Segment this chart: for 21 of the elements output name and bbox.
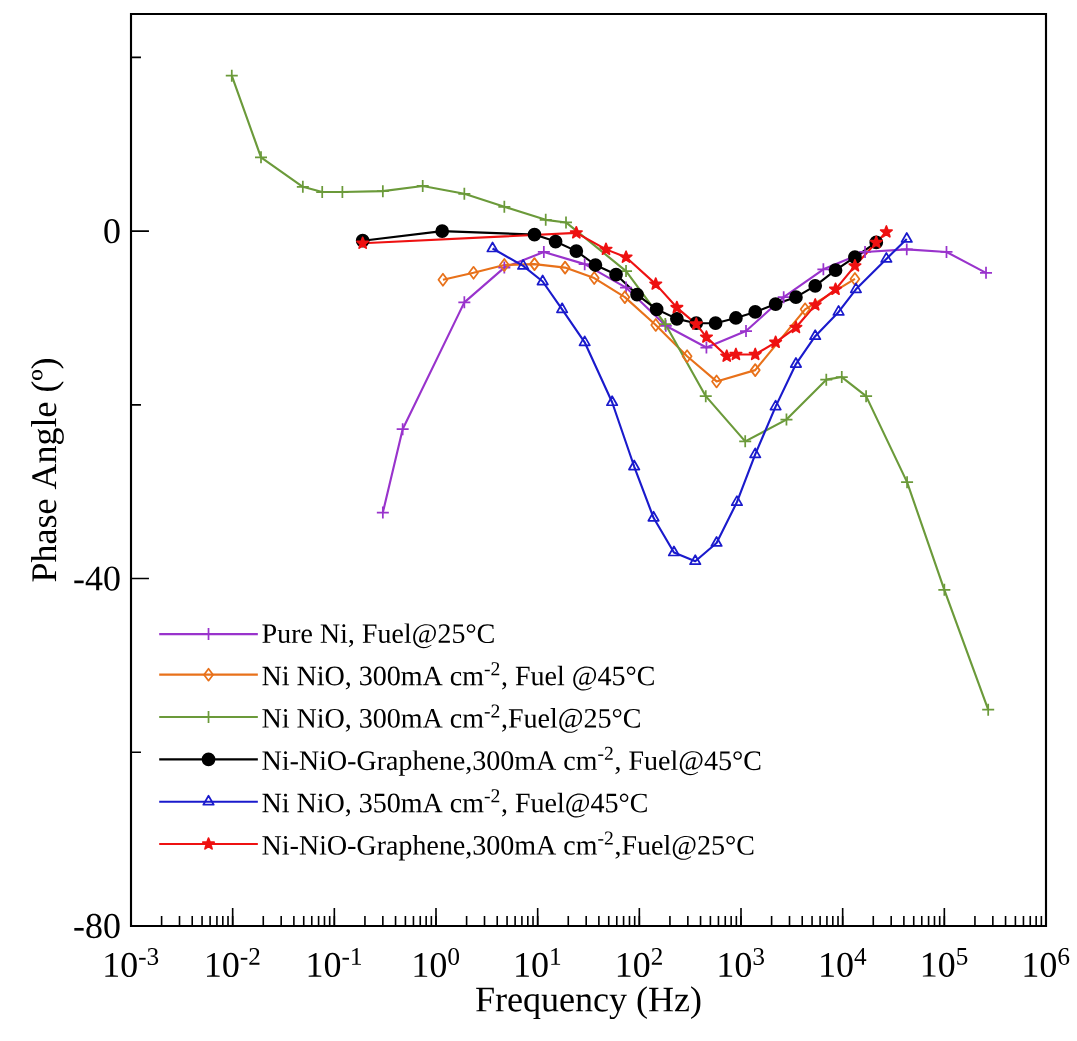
y-tick-label: -40 <box>74 566 120 591</box>
legend-label: Ni-NiO-Graphene,300mA cm$^{-2}$, Fuel@45°C <box>262 746 761 776</box>
x-tick-label: 10$^{0}$ <box>414 948 460 978</box>
x-axis-title: Frequency (Hz) <box>476 986 701 1020</box>
y-tick-label: 0 <box>104 218 120 244</box>
x-tick-label: 10$^{-3}$ <box>105 948 159 978</box>
x-tick-label: 10$^{3}$ <box>719 948 764 978</box>
legend-label: Ni NiO, 300mA cm$^{-2}$,Fuel@25°C <box>262 704 640 733</box>
x-tick-label: 10$^{-1}$ <box>308 948 361 978</box>
legend-label: Ni-NiO-Graphene,300mA cm$^{-2}$,Fuel@25°C <box>262 831 754 861</box>
x-tick-label: 10$^{2}$ <box>617 948 662 978</box>
x-tick-label: 10$^{4}$ <box>821 948 867 978</box>
y-axis-title: Phase Angle (º) <box>31 359 64 582</box>
legend-label: Ni NiO, 300mA cm$^{-2}$, Fuel @45°C <box>262 662 654 691</box>
legend-label: Pure Ni, Fuel@25°C <box>262 623 494 649</box>
legend-label: Ni NiO, 350mA cm$^{-2}$, Fuel@45°C <box>262 789 647 818</box>
x-tick-label: 10$^{6}$ <box>1024 948 1070 978</box>
x-tick-label: 10$^{-2}$ <box>207 948 260 978</box>
y-tick-label: -80 <box>74 913 120 939</box>
x-tick-label: 10$^{5}$ <box>922 948 968 977</box>
x-tick-label: 10$^{1}$ <box>516 948 561 978</box>
